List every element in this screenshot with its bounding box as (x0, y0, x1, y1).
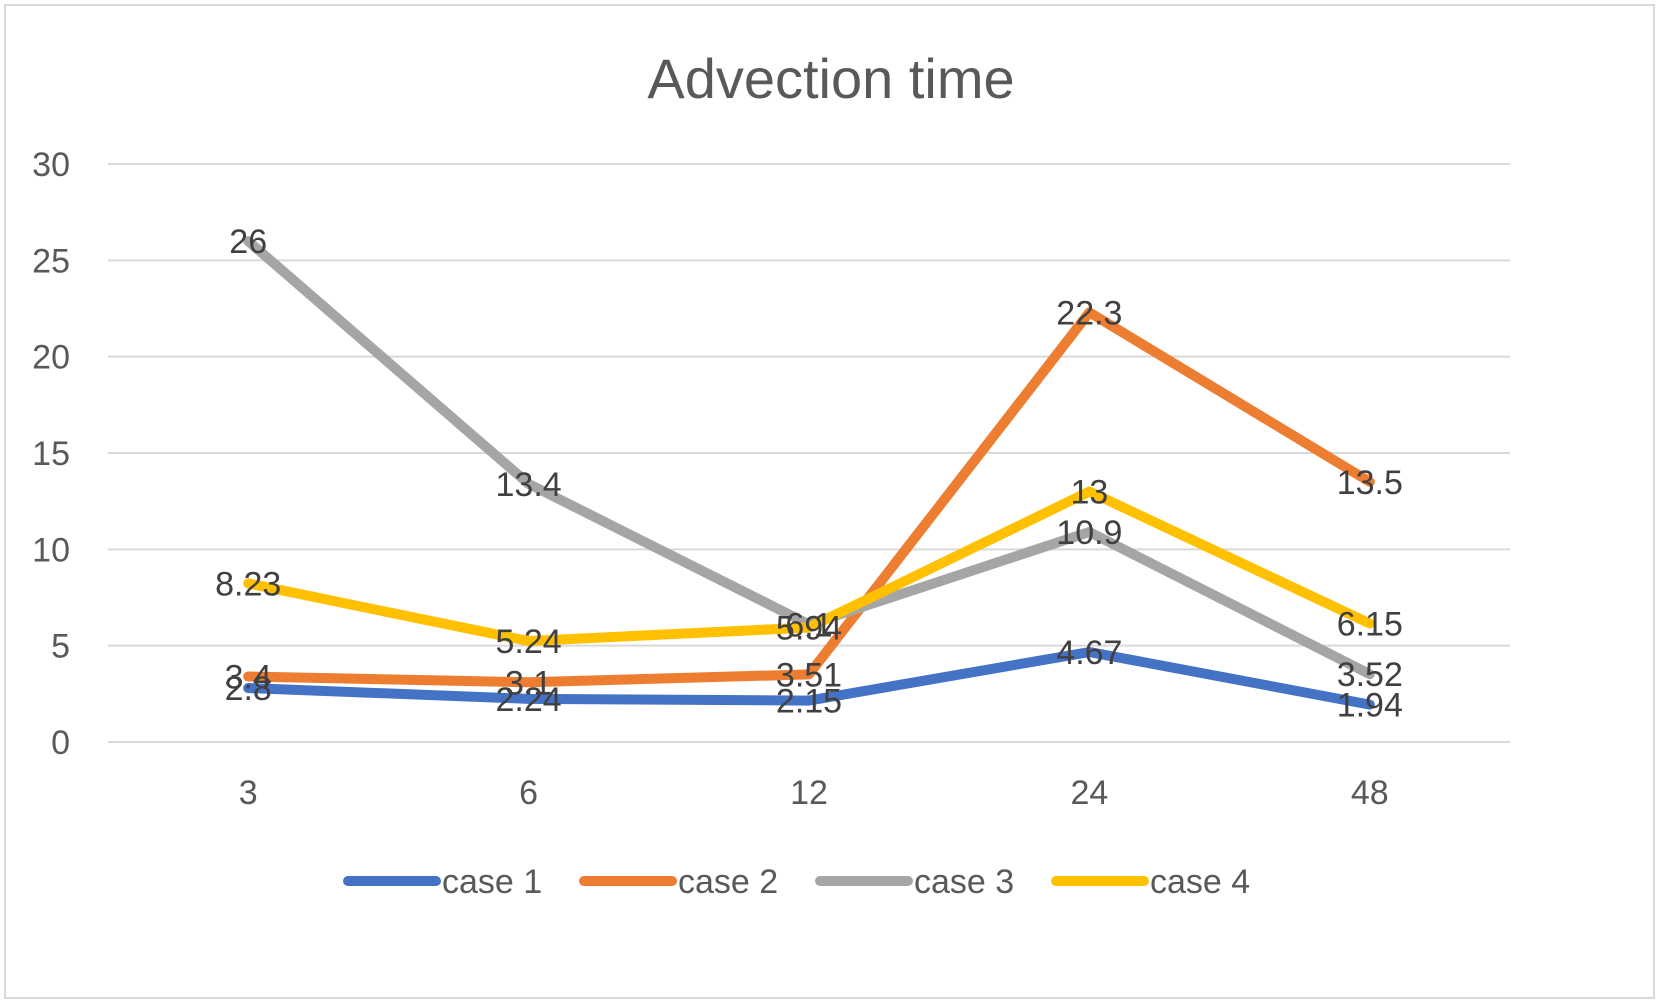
y-tick-label: 15 (32, 435, 70, 473)
data-label: 13.4 (496, 466, 562, 504)
data-label: 5.94 (776, 610, 842, 648)
data-label: 5.24 (496, 623, 562, 661)
series-lines (243, 236, 1375, 710)
y-tick-label: 20 (32, 339, 70, 377)
data-label: 8.23 (215, 565, 281, 603)
data-label: 13 (1070, 474, 1108, 512)
data-label: 2.24 (496, 681, 562, 719)
series-line-case-1 (243, 647, 1375, 710)
data-label: 22.3 (1056, 294, 1122, 332)
data-label: 1.94 (1337, 687, 1403, 725)
data-label: 6.1 (785, 606, 832, 644)
x-tick-label: 12 (790, 774, 828, 812)
chart-frame: Advection time 0 5 10 15 20 25 30 3 6 12 24 48 2.8 2… (4, 4, 1655, 999)
data-label: 2.15 (776, 683, 842, 721)
x-tick-label: 6 (519, 774, 538, 812)
data-label: 3.52 (1337, 656, 1403, 694)
x-tick-label: 48 (1351, 774, 1389, 812)
x-tick-label: 3 (239, 774, 258, 812)
data-label: 26 (229, 223, 267, 261)
legend-label: case 4 (1150, 863, 1250, 901)
x-tick-label: 24 (1070, 774, 1108, 812)
data-label: 2.8 (225, 670, 272, 708)
y-tick-label: 5 (51, 628, 70, 666)
data-label: 13.5 (1337, 464, 1403, 502)
legend: case 1 case 2 case 3 case 4 (343, 863, 1250, 901)
chart-title: Advection time (647, 47, 1014, 110)
data-labels: 2.8 2.24 2.15 4.67 1.94 3.4 3.1 3.51 22.3 13.5 26 1… (215, 223, 1403, 725)
y-tick-label: 0 (51, 724, 70, 762)
series-line-case-4 (243, 486, 1375, 647)
legend-label: case 2 (678, 863, 778, 901)
legend-label: case 3 (914, 863, 1014, 901)
data-label: 3.51 (776, 656, 842, 694)
y-tick-label: 25 (32, 242, 70, 280)
data-label: 3.4 (225, 658, 272, 696)
data-label: 4.67 (1056, 634, 1122, 672)
y-tick-label: 10 (32, 531, 70, 569)
y-tick-label: 30 (32, 146, 70, 184)
axis-labels: 0 5 10 15 20 25 30 3 6 12 24 48 (32, 146, 1389, 812)
data-label: 3.1 (505, 664, 552, 702)
data-label: 6.15 (1337, 606, 1403, 644)
series-line-case-2 (243, 307, 1375, 688)
data-label: 10.9 (1056, 514, 1122, 552)
legend-label: case 1 (442, 863, 542, 901)
gridlines (108, 163, 1510, 743)
